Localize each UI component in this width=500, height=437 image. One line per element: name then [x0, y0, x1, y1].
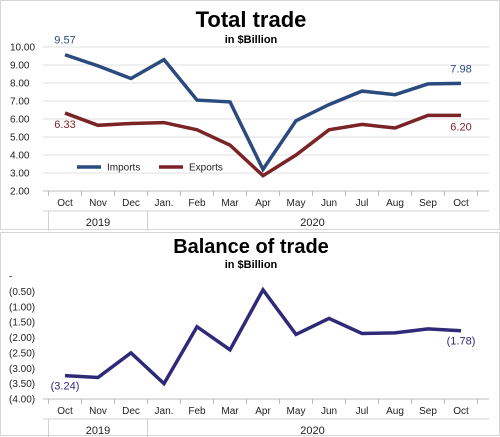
y-tick-label: 10.00 [10, 43, 35, 54]
x-tick-label: Feb [188, 406, 206, 417]
x-tick-label: Jan. [155, 406, 174, 417]
data-label: (3.24) [51, 381, 80, 393]
chart-subtitle: in $Billion [225, 259, 278, 271]
y-tick-label: 5.00 [10, 133, 30, 144]
x-tick-label: Apr [255, 198, 271, 209]
x-tick-label: May [287, 198, 306, 209]
chart-subtitle: in $Billion [225, 34, 278, 46]
x-tick-label: Aug [386, 406, 404, 417]
y-tick-label: (4.00) [9, 395, 35, 406]
x-tick-label: Sep [419, 198, 437, 209]
data-label: 9.57 [54, 35, 75, 47]
balance-of-trade-chart: Balance of trade in $Billion - (0.50) (1.0… [9, 236, 489, 437]
x-tick-label: Sep [419, 406, 437, 417]
x-tick-label: Mar [221, 198, 239, 209]
x-tick-label: Jul [356, 406, 369, 417]
y-tick-label: - [9, 272, 12, 283]
total-trade-panel: Total trade in $Billion 2.00 3.00 4.00 5.00… [0, 0, 500, 231]
balance-series-line [64, 286, 462, 387]
year-label: 2019 [86, 217, 110, 229]
y-tick-label: (1.50) [9, 318, 35, 329]
x-tick-label: May [287, 406, 306, 417]
exports-series-line [64, 111, 461, 178]
y-tick-label: 3.00 [10, 169, 30, 180]
x-tick-label: Dec [122, 406, 140, 417]
imports-series-line [64, 53, 462, 173]
y-tick-label: 7.00 [10, 97, 30, 108]
y-tick-label: 9.00 [10, 61, 30, 72]
data-label: 6.33 [54, 119, 75, 131]
year-label: 2020 [300, 217, 324, 229]
x-tick-label: Dec [122, 198, 140, 209]
legend-label: Exports [189, 163, 223, 174]
x-tick-label: Oct [453, 406, 469, 417]
x-tick-label: Jul [356, 198, 369, 209]
y-tick-label: 2.00 [10, 187, 30, 198]
x-tick-label: Feb [188, 198, 206, 209]
x-tick-label: Jan. [155, 198, 174, 209]
chart-title: Balance of trade [173, 236, 329, 258]
x-tick-label: Aug [386, 198, 404, 209]
y-tick-label: (1.00) [9, 302, 35, 313]
data-label: 6.20 [450, 121, 471, 133]
data-label: 7.98 [450, 63, 471, 75]
x-tick-label: Apr [255, 406, 271, 417]
y-tick-label: (2.00) [9, 333, 35, 344]
y-tick-label: 6.00 [10, 115, 30, 126]
x-tick-label: Nov [89, 198, 107, 209]
year-label: 2019 [86, 425, 110, 437]
x-tick-label: Nov [89, 406, 107, 417]
data-label: (1.78) [447, 336, 476, 348]
x-tick-label: Jun [321, 406, 337, 417]
y-tick-label: (3.50) [9, 379, 35, 390]
y-tick-label: (2.50) [9, 348, 35, 359]
x-tick-label: Oct [453, 198, 469, 209]
x-tick-label: Jun [321, 198, 337, 209]
total-trade-chart: Total trade in $Billion 2.00 3.00 4.00 5.00… [10, 7, 489, 231]
legend-label: Imports [107, 163, 140, 174]
y-tick-label: (3.00) [9, 364, 35, 375]
chart-title: Total trade [196, 7, 307, 32]
year-label: 2020 [300, 425, 324, 437]
balance-of-trade-panel: Balance of trade in $Billion - (0.50) (1.0… [0, 232, 500, 437]
x-tick-label: Oct [57, 198, 73, 209]
y-tick-label: 4.00 [10, 151, 30, 162]
x-tick-label: Oct [57, 406, 73, 417]
x-tick-label: Mar [221, 406, 239, 417]
y-tick-label: 8.00 [10, 79, 30, 90]
y-tick-label: (0.50) [9, 287, 35, 298]
